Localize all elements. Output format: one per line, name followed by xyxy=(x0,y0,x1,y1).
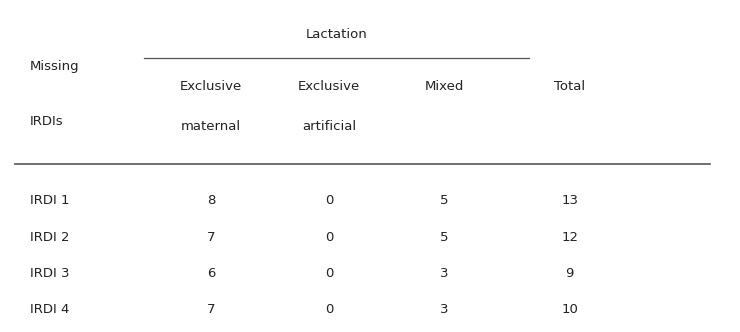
Text: 5: 5 xyxy=(440,194,448,208)
Text: 9: 9 xyxy=(565,267,574,281)
Text: IRDI 4: IRDI 4 xyxy=(30,303,69,316)
Text: Missing: Missing xyxy=(30,60,79,73)
Text: 0: 0 xyxy=(325,231,334,244)
Text: IRDIs: IRDIs xyxy=(30,115,63,128)
Text: IRDI 2: IRDI 2 xyxy=(30,231,69,244)
Text: 10: 10 xyxy=(562,303,578,316)
Text: 0: 0 xyxy=(325,194,334,208)
Text: 7: 7 xyxy=(206,231,215,244)
Text: 5: 5 xyxy=(440,231,448,244)
Text: 3: 3 xyxy=(440,303,448,316)
Text: maternal: maternal xyxy=(181,120,241,133)
Text: 13: 13 xyxy=(562,194,578,208)
Text: 8: 8 xyxy=(206,194,215,208)
Text: 0: 0 xyxy=(325,303,334,316)
Text: Lactation: Lactation xyxy=(306,28,368,42)
Text: IRDI 1: IRDI 1 xyxy=(30,194,69,208)
Text: IRDI 3: IRDI 3 xyxy=(30,267,69,281)
Text: 12: 12 xyxy=(562,231,578,244)
Text: 7: 7 xyxy=(206,303,215,316)
Text: 6: 6 xyxy=(206,267,215,281)
Text: Exclusive: Exclusive xyxy=(180,80,242,93)
Text: 3: 3 xyxy=(440,267,448,281)
Text: Exclusive: Exclusive xyxy=(298,80,360,93)
Text: Total: Total xyxy=(554,80,585,93)
Text: 0: 0 xyxy=(325,267,334,281)
Text: artificial: artificial xyxy=(302,120,357,133)
Text: Mixed: Mixed xyxy=(424,80,464,93)
